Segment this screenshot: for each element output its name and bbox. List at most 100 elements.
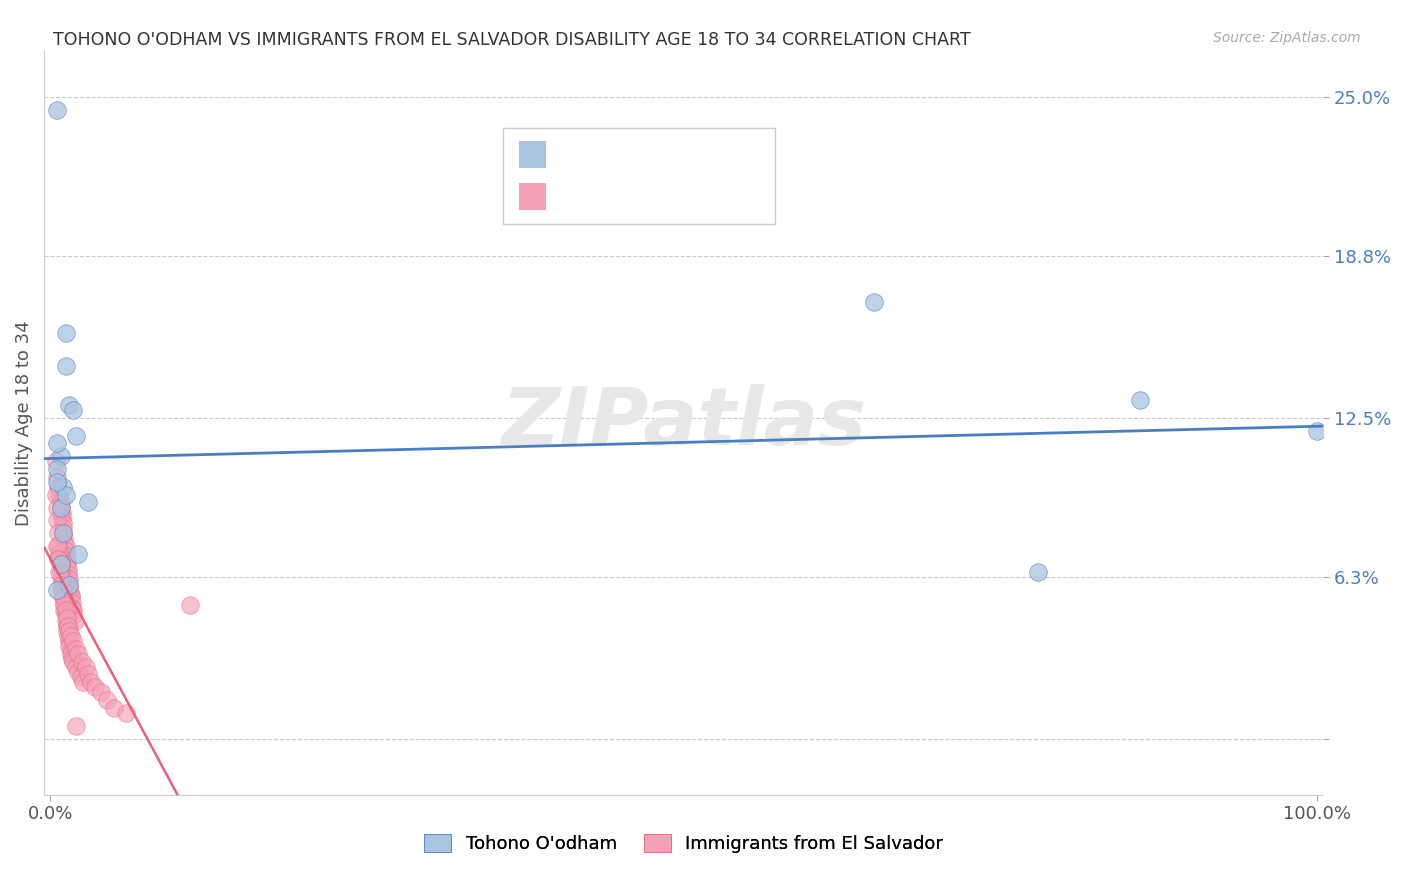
Point [49, 565, 72, 579]
Point [59, 591, 82, 605]
Point [862, 295, 884, 310]
Point [65, 428, 87, 442]
Point [51, 577, 73, 591]
Point [58, 582, 80, 597]
Point [69, 670, 91, 684]
Point [55, 539, 77, 553]
Point [62, 603, 84, 617]
Point [115, 706, 138, 720]
Text: Source: ZipAtlas.com: Source: ZipAtlas.com [1213, 31, 1361, 45]
Point [58, 573, 80, 587]
Point [53, 532, 76, 546]
Point [96, 693, 118, 707]
Point [55, 488, 77, 502]
Point [56, 618, 79, 632]
Point [53, 603, 76, 617]
Point [83, 680, 105, 694]
Point [55, 359, 77, 374]
Point [45, 539, 67, 553]
Text: -0.308: -0.308 [589, 188, 647, 206]
Text: N =: N = [627, 145, 666, 163]
Point [45, 582, 67, 597]
Point [60, 652, 83, 666]
Point [67, 665, 90, 679]
Text: R =: R = [557, 145, 596, 163]
Point [51, 506, 73, 520]
Point [80, 675, 103, 690]
Legend: Tohono O'odham, Immigrants from El Salvador: Tohono O'odham, Immigrants from El Salva… [418, 827, 950, 861]
Point [52, 526, 75, 541]
Point [58, 577, 80, 591]
Text: R =: R = [557, 188, 596, 206]
Point [52, 582, 75, 597]
Point [75, 659, 97, 673]
Point [49, 577, 72, 591]
Point [1306, 424, 1329, 438]
Point [48, 552, 70, 566]
Point [56, 554, 79, 568]
Point [44, 454, 66, 468]
Point [55, 326, 77, 340]
Point [62, 608, 84, 623]
Point [70, 655, 93, 669]
Point [58, 639, 80, 653]
Point [45, 470, 67, 484]
Point [90, 685, 112, 699]
Point [52, 516, 75, 530]
Point [67, 547, 90, 561]
Point [65, 641, 87, 656]
Point [48, 488, 70, 502]
Point [179, 598, 201, 612]
Point [49, 495, 72, 509]
Point [72, 675, 94, 690]
Point [55, 608, 77, 623]
Point [77, 667, 100, 681]
Point [62, 634, 84, 648]
Point [53, 598, 76, 612]
Point [59, 647, 82, 661]
Point [45, 513, 67, 527]
Point [53, 536, 76, 550]
Point [60, 600, 83, 615]
Point [67, 647, 90, 661]
Point [49, 557, 72, 571]
Point [46, 480, 69, 494]
Point [55, 544, 77, 558]
Point [49, 500, 72, 515]
Point [60, 596, 83, 610]
Point [52, 480, 75, 494]
Point [49, 449, 72, 463]
Point [45, 500, 67, 515]
Point [62, 403, 84, 417]
Text: 23: 23 [658, 145, 681, 163]
Point [1129, 392, 1152, 407]
Text: ZIPatlas: ZIPatlas [501, 384, 866, 462]
Point [103, 700, 125, 714]
Point [56, 557, 79, 571]
Point [49, 500, 72, 515]
Point [49, 557, 72, 571]
Point [1028, 565, 1050, 579]
Point [59, 629, 82, 643]
Point [52, 591, 75, 605]
Point [55, 614, 77, 628]
Point [52, 591, 75, 605]
Point [56, 567, 79, 582]
Point [45, 462, 67, 476]
Point [58, 398, 80, 412]
Point [46, 526, 69, 541]
Point [62, 655, 84, 669]
Point [44, 488, 66, 502]
Y-axis label: Disability Age 18 to 34: Disability Age 18 to 34 [15, 320, 32, 525]
Text: 86: 86 [658, 188, 681, 206]
Point [51, 573, 73, 587]
Point [48, 565, 70, 579]
Point [77, 495, 100, 509]
Point [59, 588, 82, 602]
Point [48, 547, 70, 561]
Point [51, 582, 73, 597]
Point [56, 624, 79, 638]
Point [46, 539, 69, 553]
Text: 0.082: 0.082 [589, 145, 640, 163]
Point [58, 624, 80, 638]
